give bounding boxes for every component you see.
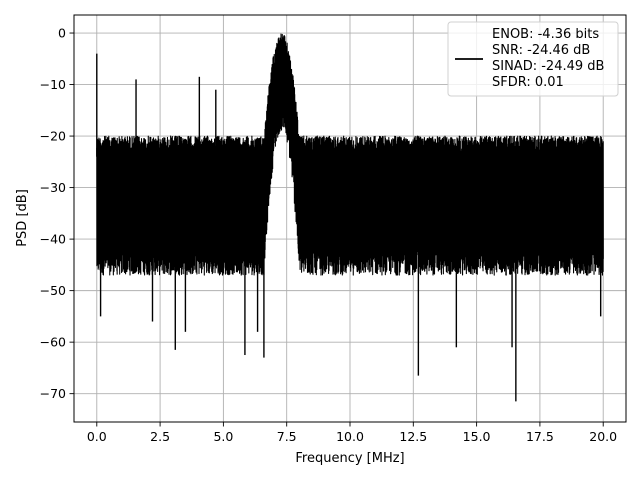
x-tick-label: 5.0: [213, 429, 233, 444]
y-tick-label: −70: [40, 386, 66, 401]
psd-trace: [96, 33, 604, 276]
y-tick-label: −50: [40, 283, 66, 298]
x-tick-label: 10.0: [336, 429, 364, 444]
y-tick-label: 0: [58, 26, 66, 41]
x-axis-label: Frequency [MHz]: [295, 451, 404, 466]
y-axis-label: PSD [dB]: [15, 189, 30, 247]
x-tick-label: 20.0: [589, 429, 617, 444]
legend-box: [447, 21, 619, 97]
x-tick-label: 12.5: [399, 429, 427, 444]
series-layer: [96, 33, 604, 402]
x-tick-label: 7.5: [277, 429, 297, 444]
y-tick-label: −10: [40, 77, 66, 92]
legend-entry-sinad: SINAD: -24.49 dB: [492, 59, 604, 74]
x-tick-label: 15.0: [463, 429, 491, 444]
ticks: 0.0 2.5 5.0 7.5 10.0 12.5 15.0 17.5 20.0 0 −10 −20 −…: [40, 26, 618, 444]
legend-entry-snr: SNR: -24.46 dB: [492, 43, 590, 58]
y-tick-label: −30: [40, 180, 66, 195]
legend: ENOB: -4.36 bits SNR: -24.46 dB SINAD: -…: [447, 21, 619, 97]
y-tick-label: −20: [40, 129, 66, 144]
x-tick-label: 0.0: [87, 429, 107, 444]
x-tick-label: 17.5: [526, 429, 554, 444]
x-tick-label: 2.5: [150, 429, 170, 444]
legend-entry-enob: ENOB: -4.36 bits: [492, 27, 599, 42]
legend-entry-sfdr: SFDR: 0.01: [492, 75, 564, 90]
y-tick-label: −60: [40, 335, 66, 350]
y-tick-label: −40: [40, 232, 66, 247]
